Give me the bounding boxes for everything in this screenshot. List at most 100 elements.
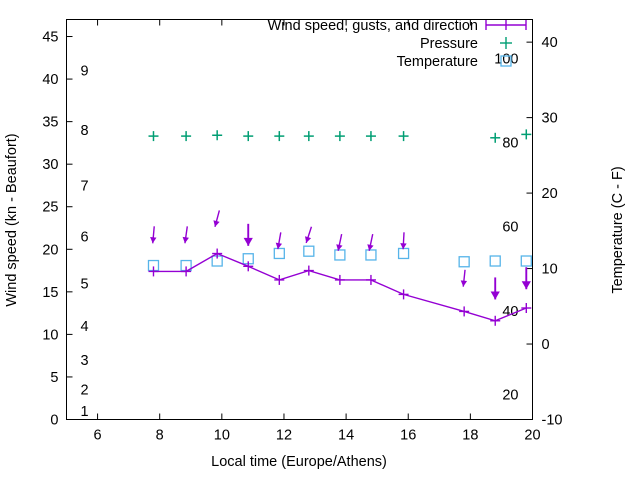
y-axis-left-title: Wind speed (kn - Beaufort) bbox=[4, 133, 20, 306]
temperature-marker bbox=[458, 256, 470, 268]
temperature-marker bbox=[365, 249, 377, 261]
wind-speed-marker bbox=[212, 248, 223, 259]
x-axis-ticks: 6 8 10 12 14 16 18 20 bbox=[94, 19, 541, 444]
legend-label-temperature: Temperature bbox=[397, 54, 478, 70]
y2-axis-tick-label: 40 bbox=[542, 35, 558, 51]
series-pressure bbox=[148, 129, 532, 143]
fahrenheit-scale-label: 60 bbox=[502, 219, 518, 235]
wind-direction-arrow bbox=[400, 232, 407, 250]
pressure-marker bbox=[274, 131, 285, 142]
pressure-marker bbox=[148, 131, 159, 142]
wind-speed-marker bbox=[181, 266, 192, 277]
y2-axis-tick-label: 30 bbox=[542, 111, 558, 127]
x-axis-tick-label: 18 bbox=[462, 428, 478, 444]
fahrenheit-scale-label: 100 bbox=[494, 52, 518, 68]
pressure-marker bbox=[490, 132, 501, 143]
beaufort-scale-label: 5 bbox=[80, 276, 88, 292]
wind-speed-marker bbox=[459, 306, 470, 317]
x-axis-tick-label: 14 bbox=[338, 428, 354, 444]
wind-speed-marker bbox=[303, 265, 314, 276]
beaufort-scale-label: 8 bbox=[80, 123, 88, 139]
plot-frame bbox=[66, 19, 533, 420]
beaufort-scale-label: 9 bbox=[80, 64, 88, 80]
beaufort-scale-label: 3 bbox=[80, 353, 88, 369]
wind-speed-marker bbox=[398, 289, 409, 300]
wind-direction-arrow bbox=[150, 226, 157, 244]
y-axis-tick-label: 15 bbox=[42, 285, 58, 301]
wind-direction-arrow bbox=[182, 226, 189, 244]
beaufort-scale-label: 6 bbox=[80, 230, 88, 246]
beaufort-scale-label: 7 bbox=[80, 178, 88, 194]
wind-speed-marker bbox=[490, 315, 501, 326]
y-axis-tick-label: 35 bbox=[42, 115, 58, 131]
y-axis-tick-label: 5 bbox=[50, 370, 58, 386]
x-axis-title: Local time (Europe/Athens) bbox=[211, 454, 387, 470]
x-axis-tick-label: 8 bbox=[156, 428, 164, 444]
pressure-marker bbox=[521, 129, 532, 140]
y-axis-right-ticks: -10 0 10 20 30 40 bbox=[526, 35, 563, 429]
legend-swatch-pressure bbox=[500, 37, 512, 49]
x-axis-tick-label: 10 bbox=[214, 428, 230, 444]
wind-speed-marker bbox=[148, 266, 159, 277]
fahrenheit-scale-label: 20 bbox=[502, 388, 518, 404]
x-axis-tick-label: 6 bbox=[94, 428, 102, 444]
y-axis-left-ticks: 0 5 10 15 20 25 30 35 40 45 bbox=[42, 30, 73, 429]
wind-speed-marker bbox=[334, 274, 345, 285]
wind-speed-marker bbox=[243, 261, 254, 272]
wind-direction-arrow bbox=[336, 234, 343, 251]
temperature-marker bbox=[273, 247, 285, 260]
y-axis-tick-label: 25 bbox=[42, 200, 58, 216]
wind-direction-arrow bbox=[213, 210, 221, 228]
wind-speed-marker bbox=[274, 274, 285, 285]
temperature-marker bbox=[489, 255, 501, 267]
wind-direction-arrow bbox=[305, 226, 313, 244]
pressure-marker bbox=[398, 131, 409, 142]
temperature-marker bbox=[520, 255, 532, 267]
series-wind-speed bbox=[148, 210, 532, 326]
y2-axis-tick-label: -10 bbox=[542, 413, 563, 429]
y-axis-tick-label: 0 bbox=[50, 413, 58, 429]
wind-direction-arrow bbox=[243, 223, 253, 246]
wind-speed-marker bbox=[365, 274, 376, 285]
x-axis-tick-label: 20 bbox=[524, 428, 540, 444]
pressure-marker bbox=[243, 131, 254, 142]
pressure-marker bbox=[212, 130, 223, 141]
pressure-marker bbox=[365, 131, 376, 142]
y-axis-beaufort-labels: 1 2 3 4 5 6 7 8 9 bbox=[80, 64, 88, 420]
y-axis-tick-label: 10 bbox=[42, 327, 58, 343]
temperature-marker bbox=[303, 245, 315, 257]
wind-direction-arrow bbox=[521, 267, 531, 290]
legend-label-pressure: Pressure bbox=[420, 36, 478, 52]
y2-axis-tick-label: 10 bbox=[542, 262, 558, 278]
legend-label-wind: Wind speed, gusts, and direction bbox=[268, 18, 478, 34]
chart-legend: Wind speed, gusts, and direction Pressur… bbox=[268, 18, 527, 70]
beaufort-scale-label: 2 bbox=[80, 383, 88, 399]
wind-speed-line bbox=[153, 252, 527, 322]
wind-direction-arrow bbox=[367, 234, 374, 251]
pressure-marker bbox=[303, 131, 314, 142]
pressure-marker bbox=[334, 131, 345, 142]
y-axis-tick-label: 20 bbox=[42, 242, 58, 258]
temperature-marker bbox=[334, 249, 346, 261]
fahrenheit-scale-label: 80 bbox=[502, 136, 518, 152]
y-axis-tick-label: 45 bbox=[42, 30, 58, 46]
legend-swatch-wind bbox=[485, 20, 527, 30]
beaufort-scale-label: 4 bbox=[80, 319, 88, 335]
wind-direction-arrow bbox=[275, 232, 283, 250]
wind-speed-marker bbox=[521, 303, 532, 314]
series-temperature bbox=[147, 245, 532, 272]
y2-axis-tick-label: 0 bbox=[542, 337, 550, 353]
beaufort-scale-label: 1 bbox=[80, 404, 88, 420]
wind-direction-arrow bbox=[490, 277, 500, 300]
wind-direction-arrow bbox=[460, 269, 468, 287]
y2-axis-tick-label: 20 bbox=[542, 186, 558, 202]
y-axis-tick-label: 40 bbox=[42, 72, 58, 88]
legend-swatch-temperature bbox=[500, 55, 512, 67]
x-axis-tick-label: 12 bbox=[276, 428, 292, 444]
y-axis-tick-label: 30 bbox=[42, 157, 58, 173]
pressure-marker bbox=[181, 131, 192, 142]
y-axis-right-title: Temperature (C - F) bbox=[610, 166, 626, 293]
